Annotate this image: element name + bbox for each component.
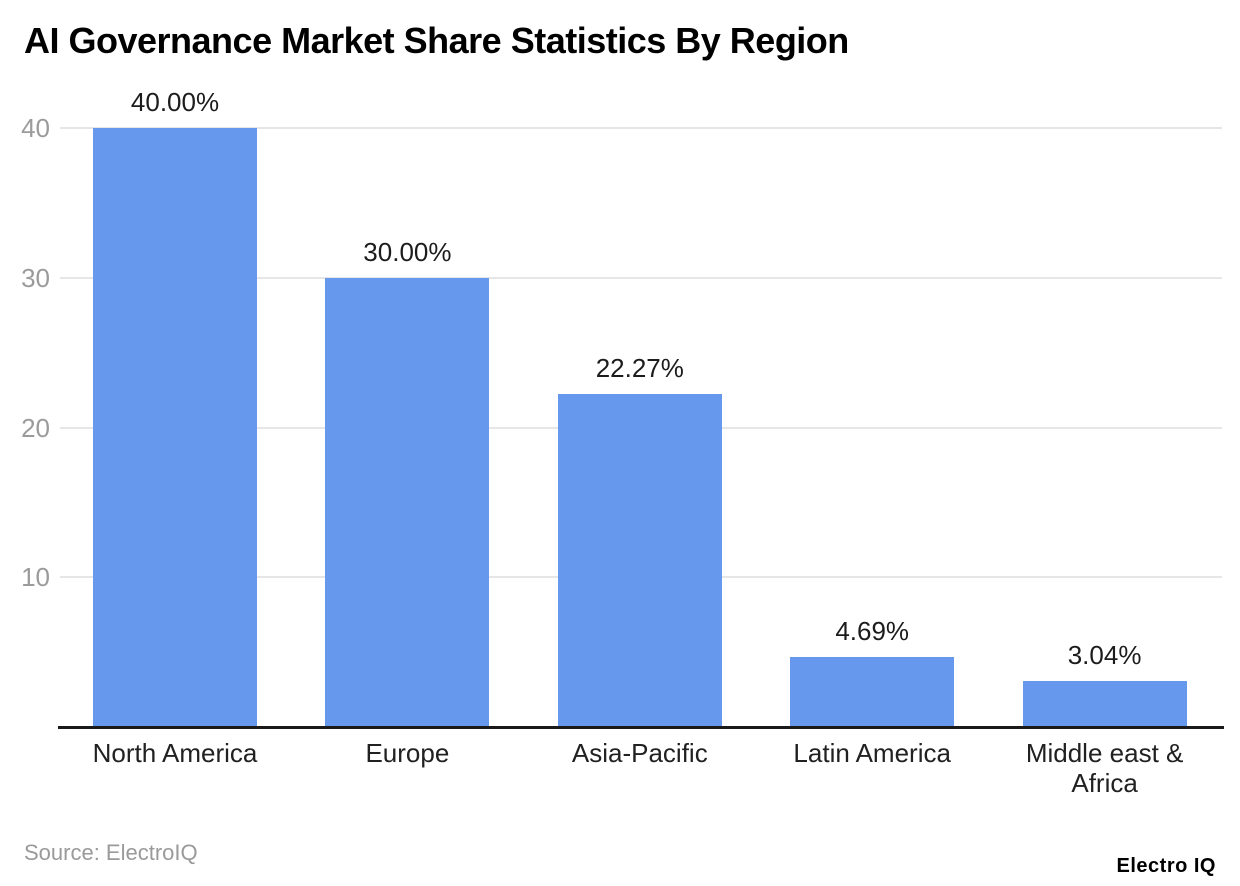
bar <box>325 277 490 727</box>
y-tick-label: 30 <box>21 262 50 293</box>
bar-value-label: 40.00% <box>130 87 220 117</box>
bar-value-label: 22.27% <box>595 352 684 383</box>
x-category-label: Asia-Pacific <box>571 738 708 768</box>
bar <box>557 393 722 727</box>
y-tick-label: 40 <box>21 113 50 143</box>
bar-value-label: 4.69% <box>835 615 910 646</box>
bar <box>93 128 257 727</box>
chart-title: AI Governance Market Share Statistics By… <box>24 20 849 61</box>
gridline <box>60 276 1222 279</box>
bar <box>790 656 955 727</box>
y-tick-label: 10 <box>21 562 50 593</box>
x-category-label: Latin America <box>793 738 951 768</box>
brand-logo: Electro IQ <box>1116 855 1216 877</box>
bar <box>1022 681 1187 727</box>
x-axis-line <box>58 726 1224 729</box>
x-category-label: Europe <box>365 738 450 768</box>
x-category-label: North America <box>92 738 258 768</box>
x-category-label: Middle east & Africa <box>1025 738 1184 798</box>
y-tick-label: 20 <box>21 412 50 443</box>
bar-value-label: 3.04% <box>1067 640 1142 671</box>
bar-value-label: 30.00% <box>363 236 452 267</box>
gridline <box>60 127 1222 129</box>
source-note: Source: ElectroIQ <box>24 840 198 865</box>
